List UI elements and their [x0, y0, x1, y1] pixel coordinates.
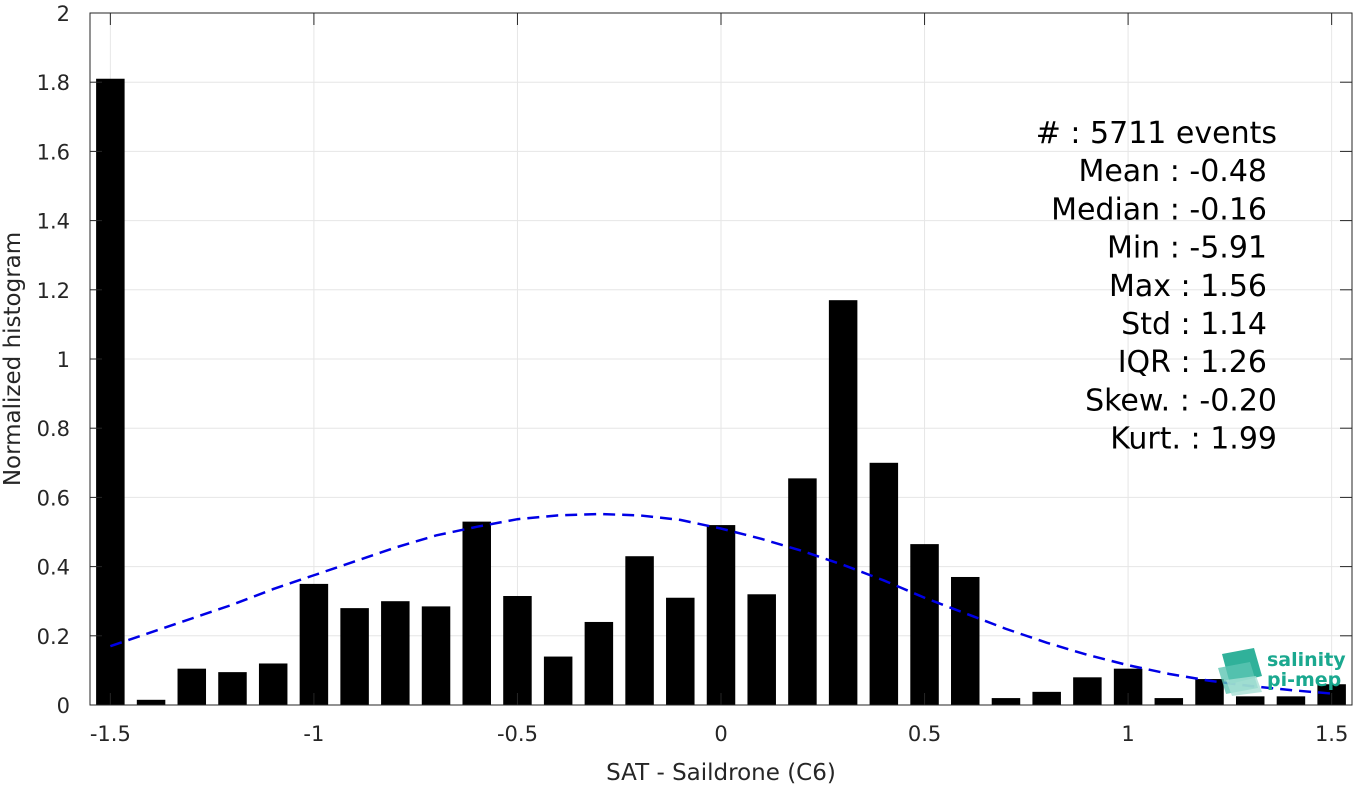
y-tick-label: 1.4: [37, 210, 70, 234]
stat-line: Std : 1.14: [1121, 307, 1267, 342]
x-tick-label: 0: [714, 722, 727, 746]
x-tick-label: -1.5: [90, 722, 131, 746]
histogram-bar: [258, 663, 288, 705]
y-tick-label: 1: [57, 348, 70, 372]
histogram-bar: [910, 544, 939, 705]
histogram-bar: [991, 698, 1021, 705]
x-tick-label: 1.5: [1315, 722, 1348, 746]
stat-line: Median : -0.16: [1051, 192, 1267, 227]
y-tick-label: 0.4: [37, 556, 70, 580]
fit-curve-group: [109, 512, 1332, 695]
histogram-bar: [828, 300, 858, 705]
y-tick-label: 0.2: [37, 625, 70, 649]
histogram-bar: [666, 597, 695, 705]
histogram-bar: [1073, 677, 1102, 705]
histogram-bar: [340, 608, 369, 705]
histogram-bar: [177, 668, 207, 705]
histogram-bar: [951, 576, 980, 705]
histogram-bar: [381, 601, 410, 705]
stat-line: Min : -5.91: [1107, 231, 1267, 266]
histogram-bar: [96, 78, 125, 706]
y-tick-label: 2: [57, 2, 70, 26]
y-tick-label: 0.6: [37, 486, 70, 510]
histogram-bar: [543, 656, 573, 705]
histogram-bar: [1235, 696, 1265, 705]
y-tick-label: 1.6: [37, 140, 70, 164]
histogram-bar: [1154, 698, 1184, 705]
histogram-bar: [299, 583, 329, 705]
y-tick-label: 1.2: [37, 279, 70, 303]
stat-line: IQR : 1.26: [1118, 345, 1267, 380]
histogram-bar: [218, 672, 247, 705]
y-tick-label: 1.8: [37, 71, 70, 95]
histogram-bar: [747, 594, 776, 705]
x-tick-label: -0.5: [497, 722, 538, 746]
y-tick-label: 0: [57, 694, 70, 718]
histogram-bars: [96, 78, 1346, 706]
stat-line: # : 5711 events: [1036, 116, 1277, 151]
logo-line-1: salinity: [1267, 649, 1346, 671]
y-tick-labels: 0 0.2 0.4 0.6 0.8 1 1.2 1.4 1.6 1.8 2: [37, 2, 70, 718]
logo-mark-icon: [1218, 648, 1262, 696]
histogram-bar: [1276, 696, 1306, 705]
stat-line: Max : 1.56: [1109, 269, 1267, 304]
axis-ticks: [90, 12, 1352, 706]
salinity-pi-mep-logo: salinity pi-mep: [1218, 648, 1346, 696]
histogram-bar: [625, 556, 654, 705]
stat-line: Skew. : -0.20: [1085, 383, 1277, 418]
y-axis-label: Normalized histogram: [0, 232, 26, 486]
x-tick-label: 1: [1121, 722, 1134, 746]
gaussian-fit-curve: [109, 512, 1332, 695]
histogram-bar: [1032, 691, 1061, 705]
histogram-bar: [503, 596, 532, 705]
histogram-bar: [869, 462, 899, 705]
logo-line-2: pi-mep: [1267, 669, 1341, 691]
stat-line: Kurt. : 1.99: [1110, 422, 1277, 457]
y-tick-label: 0.8: [37, 417, 70, 441]
histogram-bar: [421, 606, 451, 705]
x-tick-label: -1: [303, 722, 324, 746]
stat-line: Mean : -0.48: [1078, 154, 1267, 189]
x-axis-label: SAT - Saildrone (C6): [606, 760, 836, 785]
histogram-bar: [706, 525, 736, 705]
x-tick-label: 0.5: [908, 722, 941, 746]
histogram-bar: [584, 621, 614, 705]
histogram-bar: [788, 478, 817, 705]
histogram-bar: [1195, 679, 1224, 705]
histogram-bar: [462, 521, 491, 705]
histogram-bar: [136, 699, 166, 705]
x-tick-labels: -1.5 -1 -0.5 0 0.5 1 1.5: [90, 722, 1348, 746]
